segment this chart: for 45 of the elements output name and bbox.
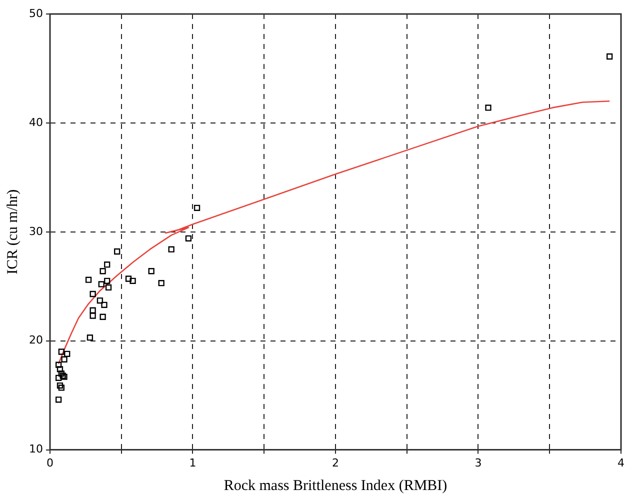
point bbox=[90, 290, 96, 298]
point bbox=[61, 356, 68, 362]
point bbox=[55, 374, 62, 381]
point bbox=[158, 280, 164, 286]
point bbox=[85, 276, 92, 283]
point bbox=[100, 268, 106, 274]
point bbox=[55, 396, 62, 403]
point bbox=[130, 278, 136, 284]
point bbox=[86, 334, 94, 341]
point bbox=[56, 382, 64, 389]
point bbox=[58, 370, 64, 377]
x-tick-label: 2 bbox=[332, 456, 339, 470]
point bbox=[185, 235, 192, 242]
point bbox=[168, 246, 174, 252]
point bbox=[58, 384, 64, 391]
point bbox=[90, 307, 96, 314]
x-tick-label: 1 bbox=[189, 456, 196, 470]
point bbox=[64, 350, 70, 357]
y-tick-label: 20 bbox=[28, 334, 43, 347]
point bbox=[101, 302, 108, 308]
x-tick-label: 3 bbox=[474, 456, 482, 470]
point bbox=[90, 312, 96, 319]
point bbox=[104, 278, 110, 284]
y-tick-label: 50 bbox=[28, 6, 43, 20]
point bbox=[114, 248, 120, 255]
point bbox=[96, 297, 104, 304]
y-axis-title: ICR (cu m/hr) bbox=[4, 189, 21, 274]
point bbox=[148, 268, 154, 274]
point bbox=[194, 204, 200, 212]
point bbox=[98, 281, 104, 288]
point bbox=[606, 53, 613, 60]
point bbox=[56, 366, 64, 372]
y-tick-label: 10 bbox=[28, 442, 43, 456]
y-tick-label: 30 bbox=[28, 224, 43, 238]
x-tick-label: 4 bbox=[618, 456, 624, 470]
point bbox=[125, 276, 132, 282]
point bbox=[485, 104, 492, 111]
x-tick-label: 0 bbox=[46, 456, 54, 470]
y-tick-label: 40 bbox=[28, 116, 43, 129]
point bbox=[58, 348, 64, 355]
point bbox=[104, 262, 110, 268]
x-axis-title: Rock mass Brittleness Index (RMBI) bbox=[224, 478, 448, 494]
point bbox=[55, 362, 62, 368]
point bbox=[105, 284, 112, 291]
point bbox=[100, 314, 106, 320]
